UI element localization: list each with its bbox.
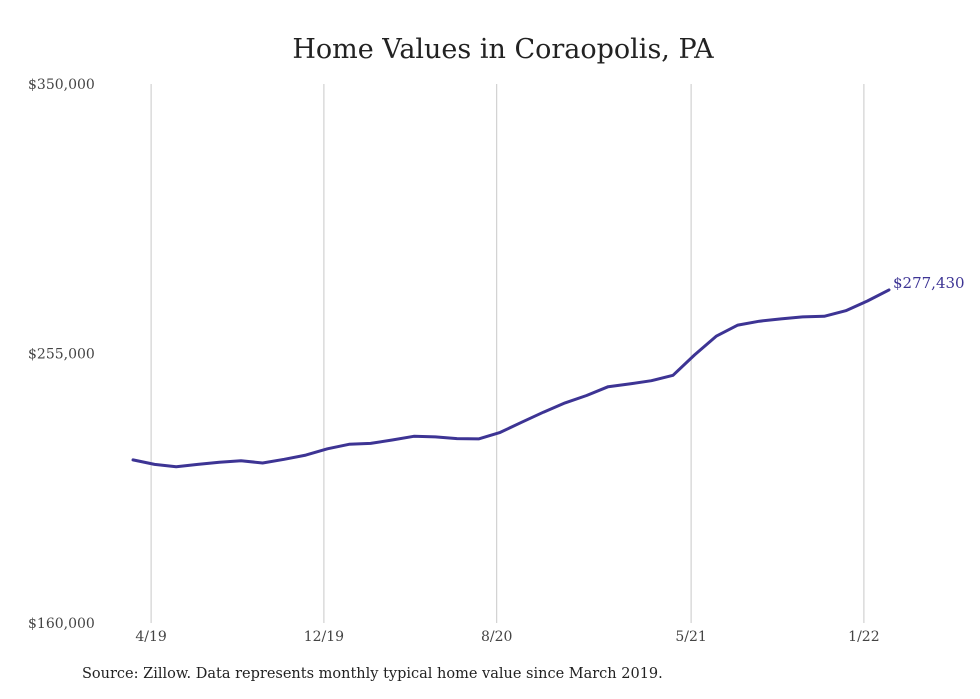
y-tick-label: $160,000 (28, 616, 95, 632)
x-tick-label: 8/20 (481, 629, 512, 645)
x-axis: 4/19 12/19 8/20 5/21 1/22 (135, 629, 879, 645)
end-value-label: $277,430 (893, 274, 965, 292)
series-line (131, 288, 891, 469)
line-chart: Home Values in Coraopolis, PA $350,000 $2… (28, 34, 965, 645)
source-note: Source: Zillow. Data represents monthly … (82, 666, 663, 682)
y-axis: $350,000 $255,000 $160,000 (28, 77, 95, 632)
x-tick-label: 4/19 (135, 629, 166, 645)
grid-layer (150, 84, 865, 623)
y-tick-label: $255,000 (28, 347, 95, 363)
chart-title: Home Values in Coraopolis, PA (292, 34, 714, 65)
x-tick-label: 12/19 (304, 629, 344, 645)
x-tick-label: 5/21 (675, 629, 706, 645)
x-tick-label: 1/22 (848, 629, 879, 645)
y-tick-label: $350,000 (28, 77, 95, 93)
